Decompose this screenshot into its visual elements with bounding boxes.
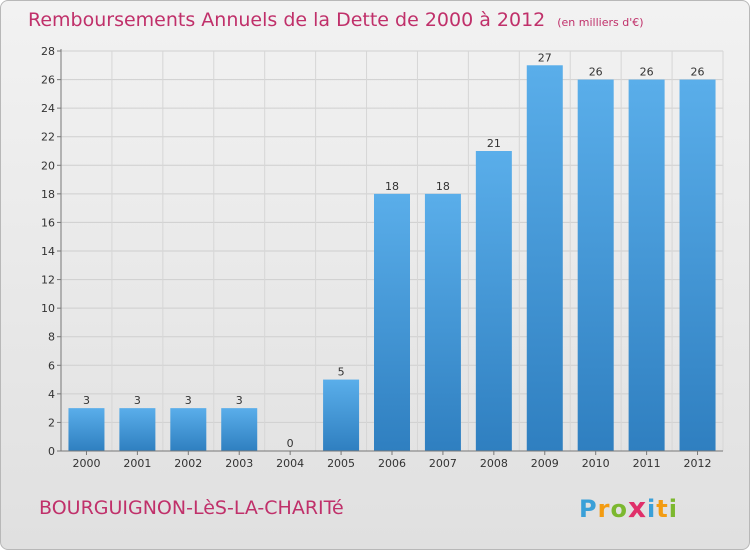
chart-title: Remboursements Annuels de la Dette de 20… <box>28 9 644 31</box>
logo-letter: o <box>610 495 628 523</box>
x-tick-label: 2012 <box>684 457 712 470</box>
bar <box>475 151 512 451</box>
bar <box>679 79 716 452</box>
x-tick-label: 2003 <box>225 457 253 470</box>
x-tick-label: 2000 <box>72 457 100 470</box>
x-tick-label: 2011 <box>633 457 661 470</box>
data-label: 5 <box>338 366 345 379</box>
y-tick-label: 6 <box>48 359 55 372</box>
data-label: 3 <box>236 394 243 407</box>
x-tick-label: 2001 <box>123 457 151 470</box>
data-label: 3 <box>134 394 141 407</box>
y-tick-label: 16 <box>41 216 55 229</box>
logo-letter: t <box>656 495 669 523</box>
y-tick-label: 24 <box>41 102 55 115</box>
unit-label: (en milliers d'€) <box>557 16 644 29</box>
bar <box>526 65 563 452</box>
data-label: 27 <box>538 51 552 64</box>
bar <box>628 79 665 452</box>
x-tick-label: 2010 <box>582 457 610 470</box>
data-label: 21 <box>487 137 501 150</box>
logo-letter: P <box>579 495 598 523</box>
y-tick-label: 10 <box>41 302 55 315</box>
y-tick-label: 2 <box>48 416 55 429</box>
y-tick-label: 0 <box>48 445 55 458</box>
y-tick-label: 28 <box>41 45 55 58</box>
x-tick-label: 2004 <box>276 457 304 470</box>
y-tick-label: 22 <box>41 131 55 144</box>
x-tick-label: 2009 <box>531 457 559 470</box>
bar <box>323 379 360 451</box>
data-label: 3 <box>185 394 192 407</box>
y-tick-label: 20 <box>41 159 55 172</box>
bar <box>68 408 105 451</box>
bar <box>119 408 156 451</box>
proxiti-logo: Proxiti <box>579 491 678 524</box>
x-tick-label: 2007 <box>429 457 457 470</box>
data-label: 18 <box>436 180 450 193</box>
bar <box>424 193 461 451</box>
y-tick-label: 4 <box>48 388 55 401</box>
x-tick-label: 2008 <box>480 457 508 470</box>
bar <box>577 79 614 452</box>
data-label: 18 <box>385 180 399 193</box>
bar <box>374 193 410 451</box>
bar <box>170 408 207 451</box>
data-label: 26 <box>589 66 603 79</box>
logo-letter: x <box>627 491 647 524</box>
y-tick-label: 12 <box>41 274 55 287</box>
y-tick-label: 26 <box>41 74 55 87</box>
logo-letter: i <box>647 495 657 523</box>
x-tick-label: 2006 <box>378 457 406 470</box>
logo-letter: r <box>597 495 611 523</box>
y-tick-label: 18 <box>41 188 55 201</box>
logo-letter: i <box>668 495 678 523</box>
y-tick-label: 8 <box>48 331 55 344</box>
data-label: 0 <box>287 437 294 450</box>
bar <box>221 408 258 451</box>
data-label: 26 <box>691 66 705 79</box>
data-label: 3 <box>83 394 90 407</box>
x-tick-label: 2005 <box>327 457 355 470</box>
x-tick-label: 2002 <box>174 457 202 470</box>
place-name: BOURGUIGNON-LèS-LA-CHARITé <box>39 497 344 519</box>
data-label: 26 <box>640 66 654 79</box>
y-tick-label: 14 <box>41 245 55 258</box>
